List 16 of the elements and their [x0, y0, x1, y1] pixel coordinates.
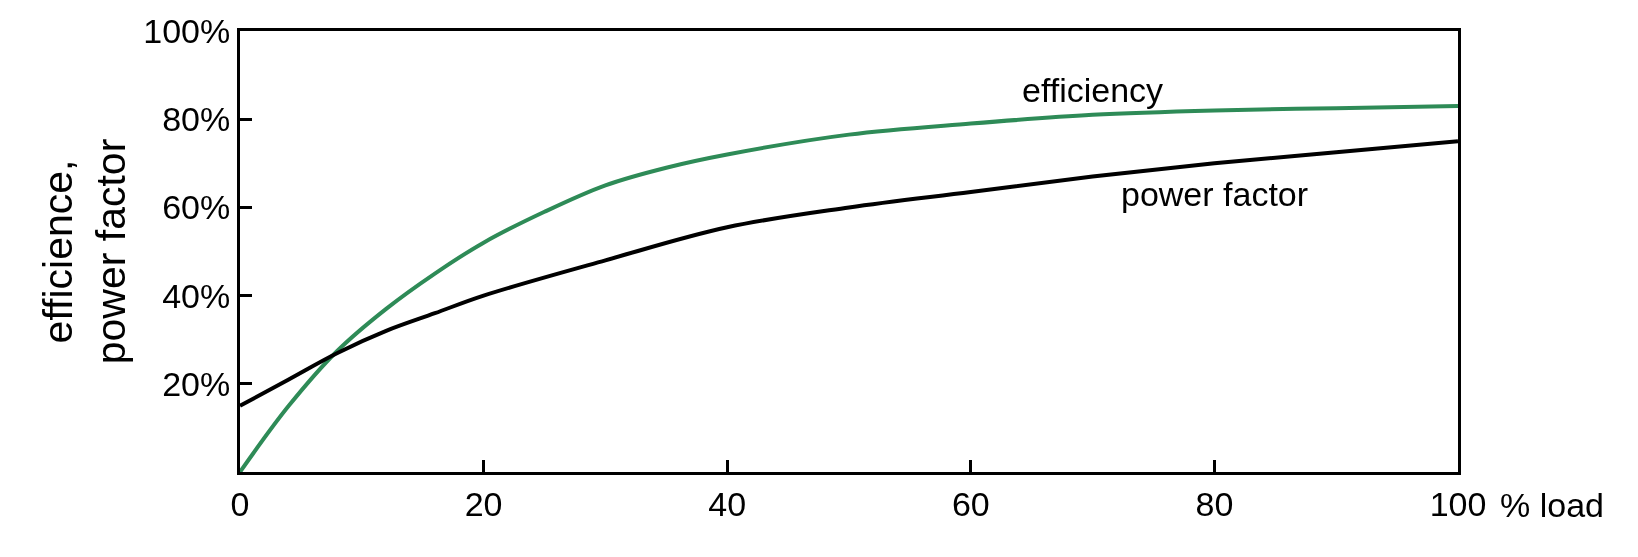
x-tick-label: 60 [951, 484, 990, 523]
y-tick-label: 100% [143, 11, 231, 50]
y-tick-label: 40% [162, 276, 231, 315]
line-series [240, 139, 1458, 408]
y-tick-label: 80% [162, 100, 231, 139]
x-tick-label: 20 [464, 484, 503, 523]
x-tick-label: 80 [1195, 484, 1234, 523]
x-tick-label: 40 [708, 484, 747, 523]
x-axis-title: % load [1500, 486, 1604, 524]
series-label: efficiency [1022, 71, 1164, 109]
y-tick-label: 20% [162, 364, 231, 403]
y-axis-title: efficience, power factor [35, 138, 135, 365]
x-tick-label: 0 [230, 484, 250, 523]
series-label: power factor [1121, 175, 1309, 213]
x-tick-label: 100 [1429, 484, 1487, 523]
y-tick-label: 60% [162, 188, 231, 227]
